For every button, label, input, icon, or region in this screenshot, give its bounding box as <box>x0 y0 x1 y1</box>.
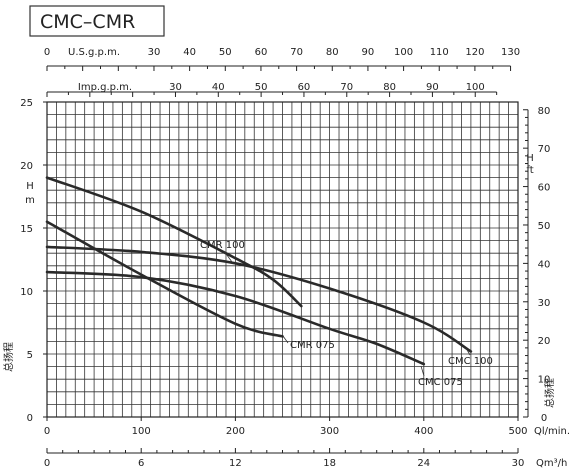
cmc-075-curve <box>45 270 426 366</box>
cmr-100-curve <box>45 176 303 308</box>
h-m-tick-label: 20 <box>20 161 33 172</box>
h-ft-tick-label: 10 <box>538 375 551 386</box>
h-ft-tick-label: 60 <box>538 183 551 194</box>
h-m-tick-label: 0 <box>27 413 33 424</box>
h-ft-tick-label: 80 <box>538 106 551 117</box>
h-ft-tick-label: 40 <box>538 259 551 270</box>
cmc-100-label: CMC 100 <box>448 356 493 367</box>
m3h-tick-label: 24 <box>417 458 430 469</box>
us-gpm-axis-label: U.S.g.p.m. <box>68 47 120 58</box>
cmr-100-label: CMR 100 <box>200 240 245 251</box>
cmc-100-curve <box>45 245 473 353</box>
h-ft-axis-label-h: H <box>526 153 534 164</box>
imp-gpm-tick-label: 60 <box>298 82 311 93</box>
m3h-tick-label: 18 <box>323 458 336 469</box>
ql-min-tick-label: 100 <box>132 426 151 437</box>
ql-min-tick-label: 400 <box>414 426 433 437</box>
us-gpm-tick-label: 50 <box>219 47 232 58</box>
m3h-axis-label: Qm³/h <box>536 458 567 469</box>
ql-min-tick-label: 300 <box>320 426 339 437</box>
title-box: CMC–CMR <box>29 5 165 37</box>
imp-gpm-tick-label: 30 <box>169 82 182 93</box>
imp-gpm-tick-label: 40 <box>212 82 225 93</box>
us-gpm-tick-label: 60 <box>255 47 268 58</box>
us-gpm-tick-label: 40 <box>183 47 196 58</box>
chart-title: CMC–CMR <box>40 11 135 33</box>
h-ft-tick-label: 50 <box>538 221 551 232</box>
h-m-tick-label: 10 <box>20 287 33 298</box>
us-gpm-tick-label: 110 <box>430 47 449 58</box>
us-gpm-tick-label: 30 <box>148 47 161 58</box>
h-ft-tick-label: 70 <box>538 144 551 155</box>
h-m-tick-label: 15 <box>20 224 33 235</box>
cmr-075-label-leader <box>282 335 289 344</box>
h-m-axis-label-h: H <box>26 181 34 192</box>
h-ft-axis-label-unit: ft <box>526 165 533 176</box>
us-gpm-tick-label: 100 <box>394 47 413 58</box>
curves <box>45 176 473 366</box>
us-gpm-tick-label: 0 <box>44 47 50 58</box>
cmr-075-label: CMR 075 <box>290 340 335 351</box>
imp-gpm-tick-label: 70 <box>340 82 353 93</box>
h-ft-tick-label: 20 <box>538 336 551 347</box>
us-gpm-tick-label: 80 <box>326 47 339 58</box>
us-gpm-tick-label: 90 <box>362 47 375 58</box>
cmc-075-label: CMC 075 <box>418 377 463 388</box>
m3h-tick-label: 12 <box>229 458 242 469</box>
us-gpm-tick-label: 70 <box>290 47 303 58</box>
m3h-tick-label: 30 <box>512 458 525 469</box>
series-labels: CMC 100 CMC 075 CMR 100 CMR 075 <box>200 240 493 388</box>
cmr-075-curve <box>45 220 284 338</box>
imp-gpm-tick-label: 50 <box>255 82 268 93</box>
m3h-tick-label: 0 <box>44 458 50 469</box>
imp-gpm-axis-label: Imp.g.p.m. <box>78 82 132 93</box>
h-m-side-label: 总扬程 <box>2 342 15 372</box>
ql-min-tick-label: 200 <box>226 426 245 437</box>
h-m-axis-label-unit: m <box>25 195 35 206</box>
m3h-tick-label: 6 <box>138 458 144 469</box>
ql-min-axis-label: Ql/min. <box>534 426 570 437</box>
h-ft-tick-label: 0 <box>541 413 547 424</box>
h-m-tick-label: 5 <box>27 350 33 361</box>
h-m-tick-label: 25 <box>20 98 33 109</box>
imp-gpm-tick-label: 100 <box>466 82 485 93</box>
title-frame <box>29 5 165 37</box>
h-ft-side-label: 总扬程 <box>543 378 556 408</box>
cmc-075-label-leader <box>420 365 425 377</box>
us-gpm-tick-label: 130 <box>501 47 520 58</box>
cmc-100-label-leader <box>465 347 471 356</box>
us-gpm-tick-label: 120 <box>465 47 484 58</box>
h-ft-tick-label: 30 <box>538 298 551 309</box>
grid <box>46 101 519 418</box>
imp-gpm-tick-label: 80 <box>383 82 396 93</box>
plot-frame <box>46 101 519 418</box>
imp-gpm-tick-label: 90 <box>426 82 439 93</box>
cmr-100-label-leader <box>223 250 233 263</box>
ql-min-tick-label: 500 <box>508 426 527 437</box>
ql-min-tick-label: 0 <box>44 426 50 437</box>
